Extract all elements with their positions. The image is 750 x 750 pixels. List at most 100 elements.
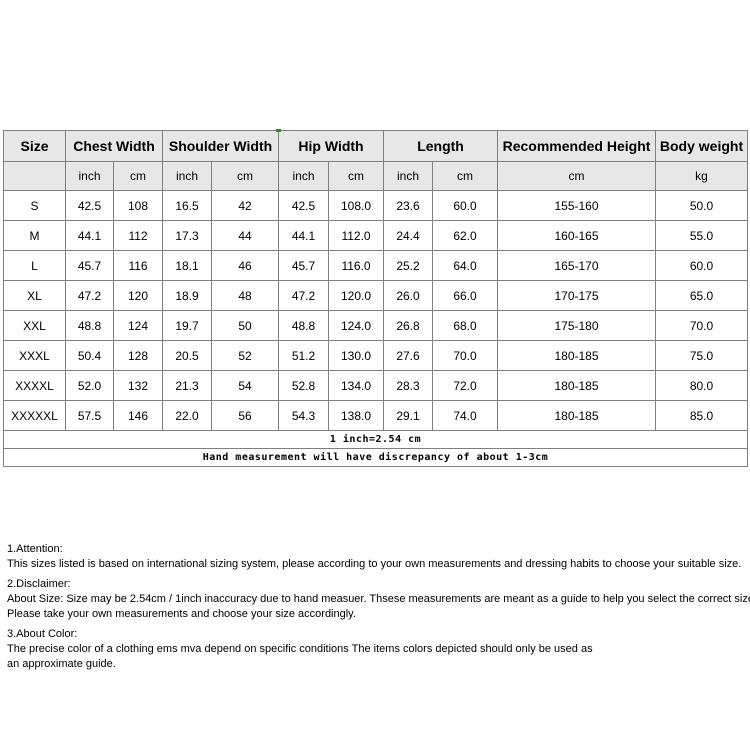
table-cell: 80.0	[655, 370, 749, 401]
table-cell: 64.0	[432, 250, 499, 281]
table-cell: 112	[112, 220, 164, 251]
table-cell: 108.0	[328, 190, 385, 221]
unit-label-kg: kg	[655, 161, 749, 191]
table-cell: 19.7	[162, 310, 213, 341]
table-cell: 42	[211, 190, 280, 221]
table-cell: 28.3	[383, 370, 434, 401]
table-cell: 155-160	[497, 190, 657, 221]
header-group-size: Size	[3, 130, 66, 162]
table-cell: 65.0	[655, 280, 749, 311]
table-cell: 175-180	[497, 310, 657, 341]
section-line: This sizes listed is based on internatio…	[7, 558, 742, 570]
table-cell: 75.0	[655, 340, 749, 371]
section-line: About Size: Size may be 2.54cm / 1inch i…	[7, 593, 750, 605]
table-cell: 124	[112, 310, 164, 341]
table-cell: 180-185	[497, 370, 657, 401]
table-cell: 45.7	[278, 250, 330, 281]
table-cell: 44	[211, 220, 280, 251]
table-cell: 18.1	[162, 250, 213, 281]
table-cell: 72.0	[432, 370, 499, 401]
size-row-xxxxxl: XXXXXL 57.5 146 22.0 56 54.3 138.0 29.1 74.0 180-…	[3, 400, 749, 431]
size-label: XXXXL	[3, 370, 66, 401]
table-cell: 132	[112, 370, 164, 401]
table-cell: 47.2	[278, 280, 330, 311]
table-cell: 54	[211, 370, 280, 401]
table-header: Size Chest Width Shoulder Width Hip Width Le…	[3, 130, 749, 191]
table-cell: 48.8	[65, 310, 114, 341]
table-body: S 42.5 108 16.5 42 42.5 108.0 23.6 60.0 155-160 50…	[3, 190, 749, 431]
table-cell: 128	[112, 340, 164, 371]
table-cell: 50	[211, 310, 280, 341]
table-cell: 26.0	[383, 280, 434, 311]
table-cell: 25.2	[383, 250, 434, 281]
table-footer: 1 inch=2.54 cm Hand measurement will have…	[2, 430, 749, 467]
table-cell: 27.6	[383, 340, 434, 371]
table-cell: 70.0	[655, 310, 749, 341]
size-row-xxxxl: XXXXL 52.0 132 21.3 54 52.8 134.0 28.3 72.0 180-1…	[3, 370, 749, 401]
text-section: 2.Disclaimer: About Size: Size may be 2.5…	[7, 577, 750, 622]
table-cell: 146	[112, 400, 164, 431]
table-cell: 42.5	[65, 190, 114, 221]
table-cell: 17.3	[162, 220, 213, 251]
size-label: XXXL	[3, 340, 66, 371]
table-cell: 45.7	[65, 250, 114, 281]
table-cell: 52	[211, 340, 280, 371]
header-group-hip-width: Hip Width	[278, 130, 385, 162]
section-line: an approximate guide.	[7, 658, 116, 670]
table-cell: 42.5	[278, 190, 330, 221]
unit-label-inch: inch	[278, 161, 330, 191]
note-row: 1 inch=2.54 cm	[2, 430, 749, 449]
table-cell: 130.0	[328, 340, 385, 371]
table-cell: 20.5	[162, 340, 213, 371]
table-cell: 124.0	[328, 310, 385, 341]
table-cell: 48.8	[278, 310, 330, 341]
table-cell: 68.0	[432, 310, 499, 341]
unit-label-inch: inch	[162, 161, 213, 191]
table-cell: 165-170	[497, 250, 657, 281]
table-cell: 54.3	[278, 400, 330, 431]
table-cell: 160-165	[497, 220, 657, 251]
size-label: XXL	[3, 310, 66, 341]
table-cell: 74.0	[432, 400, 499, 431]
table-cell: 62.0	[432, 220, 499, 251]
table-cell: 47.2	[65, 280, 114, 311]
notes-sections: 1.Attention: This sizes listed is based o…	[7, 542, 750, 677]
table-cell: 52.0	[65, 370, 114, 401]
table-cell: 70.0	[432, 340, 499, 371]
table-note: 1 inch=2.54 cm	[2, 430, 749, 449]
table-cell: 18.9	[162, 280, 213, 311]
unit-label-cm: cm	[112, 161, 164, 191]
table-cell: 180-185	[497, 400, 657, 431]
unit-label-cm: cm	[497, 161, 657, 191]
size-row-xl: XL 47.2 120 18.9 48 47.2 120.0 26.0 66.0 170-175 6…	[3, 280, 749, 311]
text-section: 3.About Color: The precise color of a clo…	[7, 627, 750, 672]
table-cell: 51.2	[278, 340, 330, 371]
table-cell: 116.0	[328, 250, 385, 281]
table-cell: 116	[112, 250, 164, 281]
table-cell: 48	[211, 280, 280, 311]
table-cell: 134.0	[328, 370, 385, 401]
green-corner-marker	[276, 129, 281, 132]
section-title: 1.Attention:	[7, 543, 63, 555]
table-cell: 138.0	[328, 400, 385, 431]
size-chart-table: Size Chest Width Shoulder Width Hip Width Le…	[2, 130, 749, 467]
table-cell: 16.5	[162, 190, 213, 221]
table-cell: 85.0	[655, 400, 749, 431]
unit-label-inch: inch	[65, 161, 114, 191]
size-row-xxxl: XXXL 50.4 128 20.5 52 51.2 130.0 27.6 70.0 180-18…	[3, 340, 749, 371]
table-cell: 44.1	[65, 220, 114, 251]
table-cell: 22.0	[162, 400, 213, 431]
table-cell: 60.0	[432, 190, 499, 221]
table-cell: 44.1	[278, 220, 330, 251]
table-cell: 56	[211, 400, 280, 431]
table-cell: 180-185	[497, 340, 657, 371]
table-cell: 52.8	[278, 370, 330, 401]
table-cell: 55.0	[655, 220, 749, 251]
table-cell: 120.0	[328, 280, 385, 311]
table-cell: 23.6	[383, 190, 434, 221]
header-group-shoulder-width: Shoulder Width	[162, 130, 280, 162]
unit-label-cm: cm	[432, 161, 499, 191]
table-cell: 112.0	[328, 220, 385, 251]
unit-label-inch: inch	[383, 161, 434, 191]
table-cell: 46	[211, 250, 280, 281]
